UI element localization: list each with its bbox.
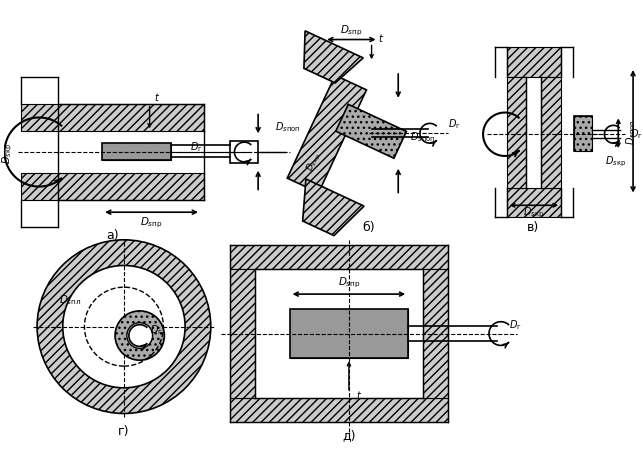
Text: t: t bbox=[379, 34, 383, 44]
Text: а): а) bbox=[106, 229, 118, 242]
Bar bbox=[541, 78, 561, 188]
Bar bbox=[423, 270, 448, 398]
Text: $D_{s{\rm пр}}$: $D_{s{\rm пр}}$ bbox=[140, 215, 163, 230]
Bar bbox=[230, 245, 448, 270]
Bar bbox=[507, 188, 561, 217]
Circle shape bbox=[127, 323, 152, 349]
Text: t: t bbox=[357, 390, 361, 400]
Bar bbox=[574, 116, 592, 152]
Text: $D_{\rm г}$: $D_{\rm г}$ bbox=[509, 317, 521, 331]
Text: б): б) bbox=[362, 221, 375, 234]
Text: $D_{s{\rm поп}}$: $D_{s{\rm поп}}$ bbox=[410, 130, 436, 144]
Bar bbox=[230, 398, 448, 422]
Text: $D_{s{\rm поп}}$: $D_{s{\rm поп}}$ bbox=[624, 119, 638, 145]
Bar bbox=[102, 144, 171, 161]
Text: $D_{s{\rm кр}}$: $D_{s{\rm кр}}$ bbox=[606, 154, 626, 169]
Text: д): д) bbox=[342, 428, 356, 441]
Bar bbox=[290, 309, 408, 359]
Bar bbox=[290, 309, 408, 359]
Bar bbox=[230, 270, 255, 398]
Polygon shape bbox=[304, 32, 363, 84]
Text: $D_{\rm г}$: $D_{\rm г}$ bbox=[150, 322, 163, 336]
Bar bbox=[21, 105, 204, 132]
Polygon shape bbox=[287, 76, 367, 193]
Bar bbox=[230, 142, 258, 163]
Text: г): г) bbox=[118, 424, 130, 437]
Polygon shape bbox=[303, 180, 364, 236]
Bar bbox=[507, 78, 527, 188]
Text: $D_{\rm г}$: $D_{\rm г}$ bbox=[630, 127, 643, 141]
Text: в): в) bbox=[527, 221, 539, 234]
Bar bbox=[102, 144, 171, 161]
Text: $D_{s{\rm кр}}$: $D_{s{\rm кр}}$ bbox=[1, 142, 15, 163]
Text: $D_{\rm г}$: $D_{\rm г}$ bbox=[190, 140, 203, 154]
Text: $D_{s{\rm пр}}$: $D_{s{\rm пр}}$ bbox=[340, 23, 362, 38]
Text: $D_{s{\rm пл}}$: $D_{s{\rm пл}}$ bbox=[59, 293, 82, 306]
Text: $D_{s{\rm кр}}$: $D_{s{\rm кр}}$ bbox=[523, 206, 544, 220]
Text: $D_{s{\rm поп}}$: $D_{s{\rm поп}}$ bbox=[275, 120, 300, 134]
Text: $D_{\rm г}$: $D_{\rm г}$ bbox=[448, 117, 460, 131]
Text: t: t bbox=[154, 92, 158, 102]
Text: $D_{s{\rm пр}}$: $D_{s{\rm пр}}$ bbox=[338, 275, 360, 290]
Bar bbox=[574, 116, 592, 152]
Circle shape bbox=[37, 240, 211, 414]
Polygon shape bbox=[336, 105, 406, 159]
Bar bbox=[21, 173, 204, 201]
Circle shape bbox=[63, 266, 185, 388]
Bar bbox=[507, 48, 561, 78]
Text: $D_{s{\rm кр}}$: $D_{s{\rm кр}}$ bbox=[304, 150, 325, 173]
Circle shape bbox=[115, 311, 165, 360]
